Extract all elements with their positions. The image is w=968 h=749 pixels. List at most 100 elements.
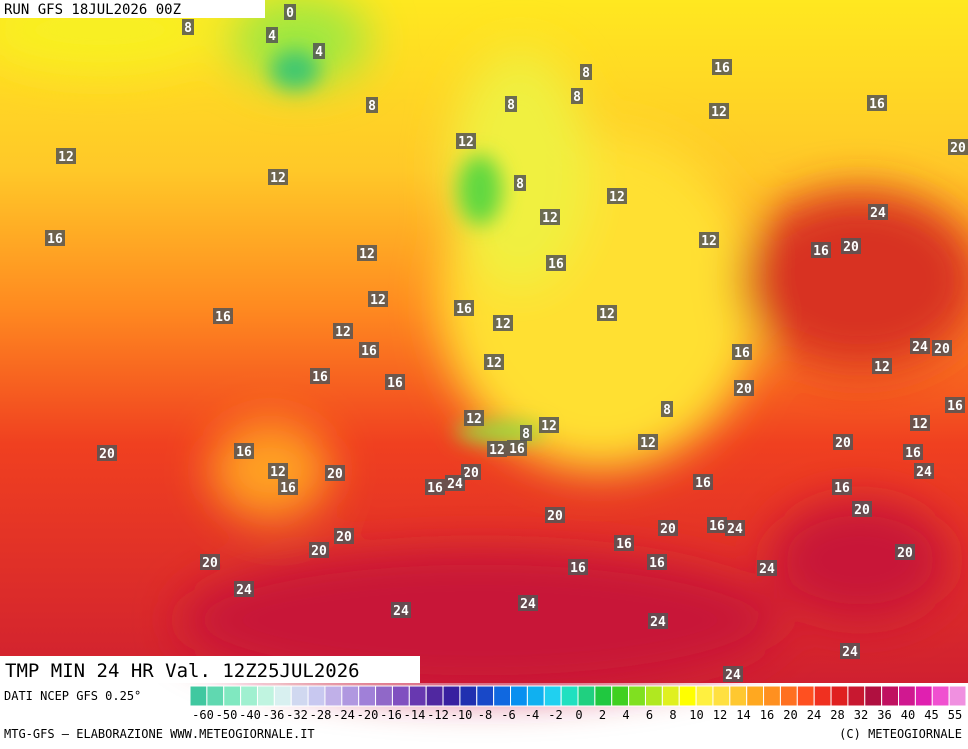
temperature-label: 12 [359,247,375,262]
label-box [872,358,892,374]
temperature-label: 24 [236,583,252,598]
temperature-label: 8 [368,99,376,114]
scale-label: 6 [646,708,653,722]
temperature-label: 24 [393,604,409,619]
temperature-label: 12 [58,150,74,165]
temperature-label: 20 [311,544,327,559]
label-box [546,255,566,271]
scale-swatch [881,685,900,707]
label-box [545,507,565,523]
label-box [520,425,532,441]
temperature-label: 8 [582,66,590,81]
temperature-label: 12 [486,356,502,371]
scale-label: 55 [948,708,962,722]
scale-swatch [661,685,680,707]
scale-label: 0 [575,708,582,722]
label-box [910,415,930,431]
temperature-label: 20 [463,466,479,481]
label-box [493,315,513,331]
scale-label: 10 [689,708,703,722]
label-box [840,643,860,659]
scale-swatch [206,685,225,707]
scale-swatch [678,685,697,707]
source: DATI NCEP GFS 0.25° [4,689,141,703]
temperature-label: 24 [727,522,743,537]
temperature-label: 24 [650,615,666,630]
label-box [284,4,296,20]
temperature-label: 12 [466,412,482,427]
label-box [234,443,254,459]
label-box [709,103,729,119]
temperature-label: 16 [905,446,921,461]
scale-label: -12 [427,708,449,722]
scale-label: 8 [669,708,676,722]
scale-label: -20 [357,708,379,722]
temperature-label: 16 [834,481,850,496]
scale-label: -14 [404,708,426,722]
scale-label: -2 [548,708,562,722]
scale-swatch [763,685,781,707]
scale-swatch [324,685,343,707]
scale-swatch [847,685,866,707]
scale-swatch [948,685,967,707]
label-box [539,417,559,433]
temperature-label: 20 [99,447,115,462]
label-box [454,300,474,316]
temperature-label: 12 [270,171,286,186]
label-box [514,175,526,191]
label-box [648,613,668,629]
scale-swatch [712,685,731,707]
scale-swatch [611,685,630,707]
label-box [580,64,592,80]
label-box [310,368,330,384]
scale-swatch [813,685,832,707]
temperature-label: 16 [649,556,665,571]
scale-swatch [459,685,478,707]
scale-label: 14 [736,708,750,722]
temperature-label: 16 [709,519,725,534]
temperature-label: 12 [270,465,286,480]
label-box [903,444,923,460]
label-box [597,305,617,321]
scale-label: -60 [192,708,214,722]
temperature-label: 16 [509,442,525,457]
temperature-label: 20 [854,503,870,518]
scale-label: 20 [783,708,797,722]
label-box [614,535,634,551]
temperature-label: 20 [897,546,913,561]
label-box [811,242,831,258]
label-box [948,139,968,155]
temperature-label: 16 [47,232,63,247]
label-box [234,581,254,597]
label-box [647,554,667,570]
label-box [867,95,887,111]
temperature-label: 16 [456,302,472,317]
scale-label: -28 [310,708,332,722]
label-box [313,43,325,59]
temperature-label: 16 [695,476,711,491]
label-box [518,595,538,611]
temperature-label: 16 [548,257,564,272]
label-box [540,209,560,225]
scale-label: -32 [286,708,308,722]
scale-label: -24 [333,708,355,722]
scale-label: 12 [713,708,727,722]
label-box [852,501,872,517]
scale-swatch [290,685,309,707]
temperature-label: 16 [869,97,885,112]
label-box [391,602,411,618]
scale-swatch [425,685,444,707]
scale-label: -6 [501,708,515,722]
title-box [0,656,420,683]
scale-swatch [796,685,815,707]
temperature-label: 8 [573,90,581,105]
scale-label: 40 [901,708,915,722]
label-box [213,308,233,324]
label-box [693,474,713,490]
temperature-label: 12 [542,211,558,226]
label-box [266,27,278,43]
scale-label: -50 [216,708,238,722]
label-box [464,410,484,426]
label-box [268,463,288,479]
